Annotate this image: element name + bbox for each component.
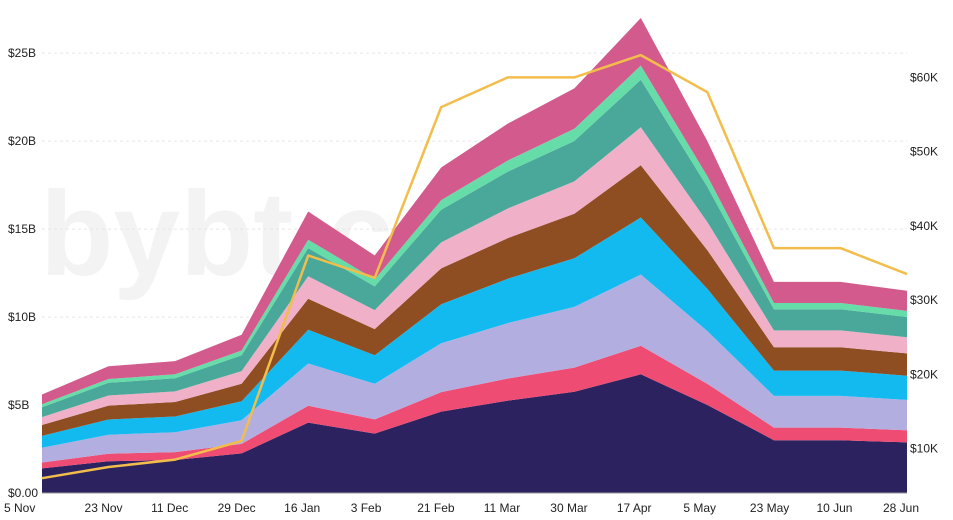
area-series xyxy=(42,217,907,448)
area-series xyxy=(42,374,907,493)
x-axis-tick-label: 16 Jan xyxy=(284,501,320,515)
x-axis-tick-label: 3 Feb xyxy=(351,501,382,515)
x-axis-tick-label: 17 Apr xyxy=(617,501,652,515)
left-axis-tick-label: $20B xyxy=(8,134,36,148)
x-axis-tick-label: 28 Jun xyxy=(883,501,919,515)
x-axis-tick-label: 21 Feb xyxy=(417,501,455,515)
x-axis-tick-label: 23 Nov xyxy=(85,501,123,515)
right-axis-tick-label: $50K xyxy=(910,145,938,159)
left-axis-tick-label: $15B xyxy=(8,222,36,236)
area-series xyxy=(42,79,907,418)
area-series xyxy=(42,65,907,408)
left-axis-tick-label: $0.00 xyxy=(8,486,38,500)
area-series xyxy=(42,165,907,436)
left-axis-tick-label: $25B xyxy=(8,46,36,60)
price-line-group xyxy=(41,53,908,480)
axes: $0.00 $5B $10B $15B $20B $25B $10K $20K $30K $40K… xyxy=(4,46,938,515)
right-axis-tick-label: $30K xyxy=(910,293,938,307)
x-axis-tick-label: 11 Mar xyxy=(484,501,520,515)
area-series xyxy=(42,274,907,463)
x-axis-tick-label: 11 Dec xyxy=(151,501,188,515)
right-axis-tick-label: $20K xyxy=(910,367,938,381)
left-axis-tick-label: $5B xyxy=(8,398,29,412)
right-axis-tick-label: $10K xyxy=(910,441,938,455)
area-series xyxy=(42,345,907,469)
x-axis-tick-label: 29 Dec xyxy=(218,501,256,515)
right-axis-tick-label: $40K xyxy=(910,219,938,233)
x-axis-tick-label: 5 May xyxy=(683,501,716,515)
price-line xyxy=(41,53,908,480)
right-axis-tick-label: $60K xyxy=(910,70,938,84)
x-axis-tick-label: 5 Nov xyxy=(4,501,35,515)
area-series xyxy=(42,127,907,426)
stacked-areas xyxy=(42,18,907,493)
area-series xyxy=(42,18,907,405)
x-axis-tick-label: 30 Mar xyxy=(550,501,587,515)
x-axis-tick-label: 23 May xyxy=(750,501,789,515)
x-axis-tick-label: 10 Jun xyxy=(816,501,852,515)
left-axis-tick-label: $10B xyxy=(8,310,36,324)
